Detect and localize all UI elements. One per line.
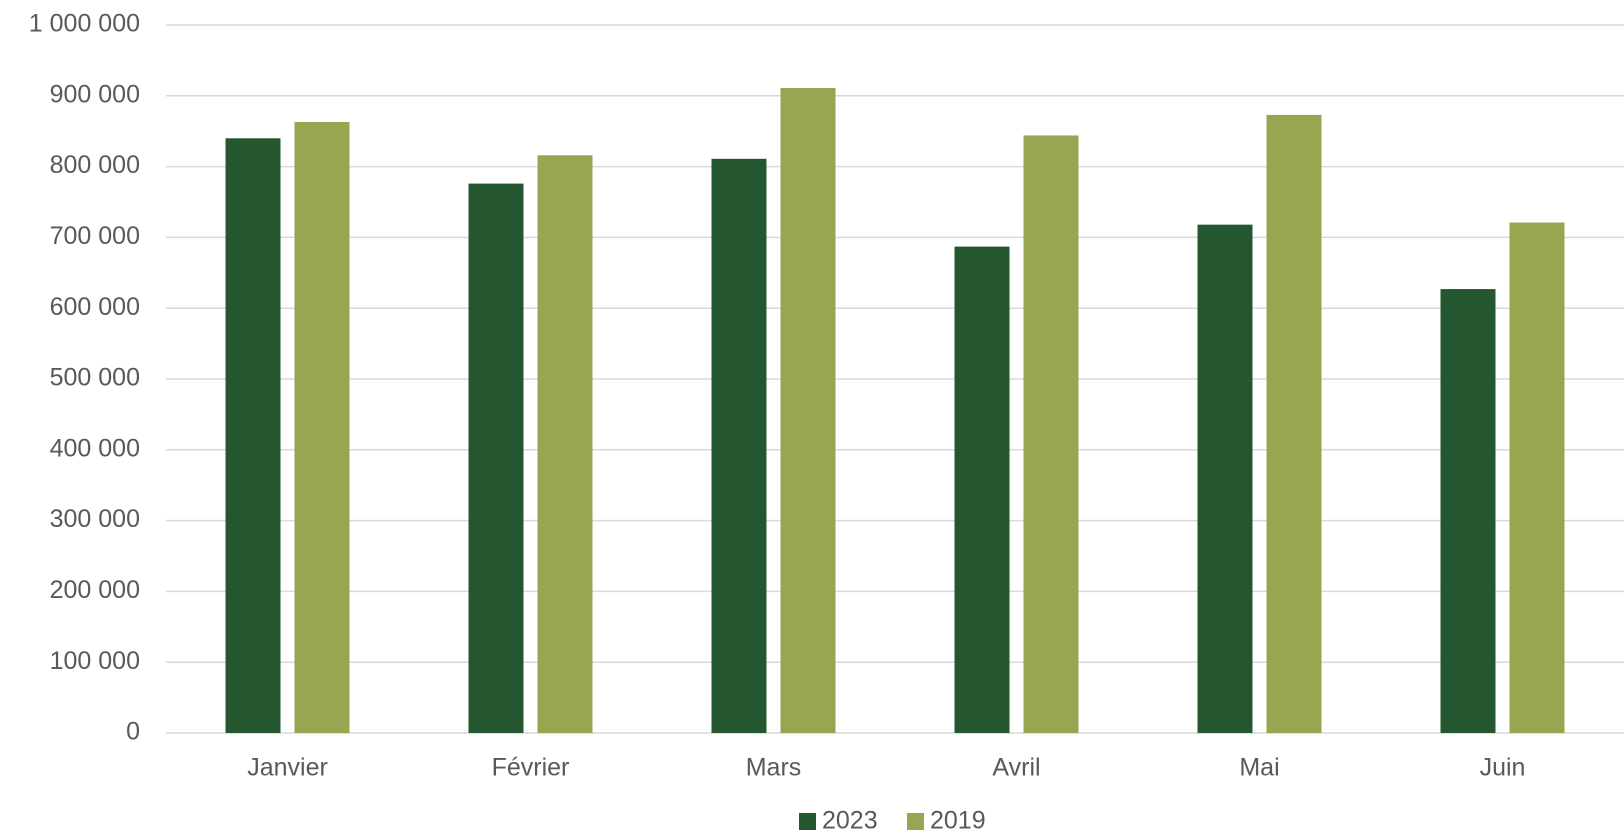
y-tick-label: 400 000 bbox=[50, 434, 140, 462]
bar bbox=[225, 138, 281, 733]
y-tick-label: 600 000 bbox=[50, 293, 140, 321]
x-tick-label: Février bbox=[492, 754, 570, 782]
x-tick-label: Mai bbox=[1239, 754, 1279, 782]
x-tick-label: Janvier bbox=[247, 754, 328, 782]
legend-swatch bbox=[907, 813, 924, 830]
bar bbox=[537, 155, 593, 734]
bar bbox=[1440, 289, 1496, 733]
y-tick-label: 500 000 bbox=[50, 364, 140, 392]
x-tick-label: Mars bbox=[746, 754, 802, 782]
bar bbox=[780, 88, 836, 733]
legend-label: 2023 bbox=[822, 807, 878, 835]
legend-swatch bbox=[799, 813, 816, 830]
bar bbox=[954, 246, 1010, 733]
bar bbox=[1197, 224, 1253, 733]
x-tick-label: Avril bbox=[992, 754, 1040, 782]
y-tick-label: 200 000 bbox=[50, 576, 140, 604]
y-tick-label: 300 000 bbox=[50, 505, 140, 533]
bar bbox=[1023, 135, 1079, 733]
bar bbox=[294, 121, 350, 734]
y-tick-label: 900 000 bbox=[50, 80, 140, 108]
bar bbox=[711, 158, 767, 733]
x-tick-label: Juin bbox=[1480, 754, 1526, 782]
legend-label: 2019 bbox=[930, 807, 986, 835]
bar bbox=[1266, 114, 1322, 733]
y-tick-label: 1 000 000 bbox=[29, 10, 140, 38]
y-tick-label: 700 000 bbox=[50, 222, 140, 250]
bar bbox=[468, 183, 524, 734]
y-tick-label: 100 000 bbox=[50, 647, 140, 675]
bar bbox=[1509, 222, 1565, 734]
y-tick-label: 800 000 bbox=[50, 151, 140, 179]
y-tick-label: 0 bbox=[126, 718, 140, 746]
